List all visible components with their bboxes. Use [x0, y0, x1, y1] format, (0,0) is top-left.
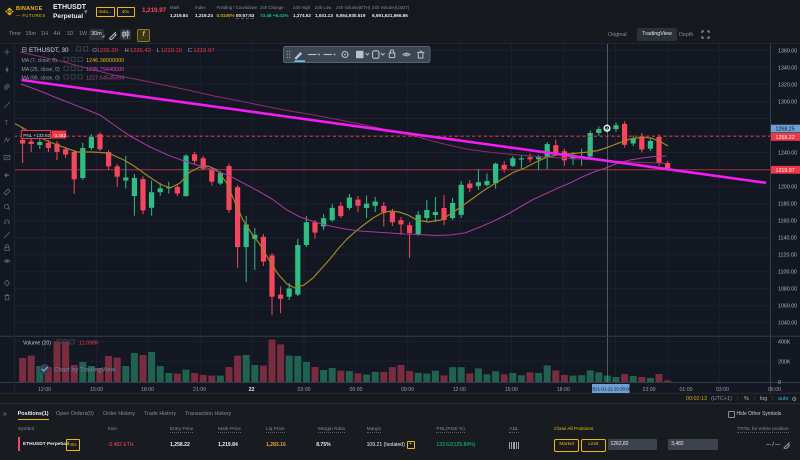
svg-text:1120.00: 1120.00 [778, 253, 797, 259]
svg-text:Volume (20): Volume (20) [23, 341, 51, 347]
svg-text:03:00: 03:00 [298, 387, 311, 393]
svg-text:1219.97: 1219.97 [193, 48, 214, 54]
svg-text:L: L [157, 48, 161, 54]
svg-text:⊟: ⊟ [22, 47, 28, 54]
svg-text:1219.97: 1219.97 [776, 168, 795, 174]
svg-text:C: C [188, 48, 193, 54]
svg-text:1100.00: 1100.00 [778, 270, 797, 276]
svg-text:1226.42: 1226.42 [130, 48, 151, 54]
svg-text:400K: 400K [778, 339, 791, 345]
svg-text:200K: 200K [778, 359, 791, 365]
svg-text:1219.10: 1219.10 [161, 48, 183, 54]
svg-text:06:00: 06:00 [350, 387, 363, 393]
svg-text:12:00: 12:00 [38, 387, 51, 393]
svg-text:|: | [772, 396, 773, 402]
svg-text:1226.30: 1226.30 [97, 48, 119, 54]
svg-text:⚙: ⚙ [792, 396, 797, 403]
svg-text:01:00: 01:00 [680, 387, 693, 393]
svg-text:1235.79440000: 1235.79440000 [86, 67, 124, 73]
svg-text:1040.00: 1040.00 [778, 321, 797, 327]
svg-text:1140.00: 1140.00 [778, 236, 797, 242]
svg-text:00:02:13: 00:02:13 [686, 396, 707, 402]
svg-text:%: % [744, 396, 749, 402]
svg-text:H: H [125, 48, 129, 54]
svg-text:auto: auto [778, 396, 789, 402]
svg-text:1080.00: 1080.00 [778, 287, 797, 293]
svg-text:MA (25, close, 0): MA (25, close, 0) [22, 67, 61, 73]
svg-text:03:00: 03:00 [716, 387, 729, 393]
svg-text:0: 0 [778, 380, 781, 386]
svg-text:1240.00: 1240.00 [778, 151, 797, 157]
svg-text:1060.00: 1060.00 [778, 304, 797, 310]
svg-text:Chart by TradingView: Chart by TradingView [54, 367, 116, 373]
svg-text:MA (7, close, 0): MA (7, close, 0) [22, 58, 58, 64]
svg-text:1180.00: 1180.00 [778, 202, 797, 208]
svg-text:15:00: 15:00 [505, 387, 518, 393]
svg-text:1268.25: 1268.25 [776, 127, 795, 133]
svg-text:1300.00: 1300.00 [778, 100, 797, 106]
svg-text:PNL +133.62: PNL +133.62 [23, 133, 50, 138]
svg-text:1246.38000000: 1246.38000000 [86, 58, 124, 64]
svg-text:O: O [92, 48, 97, 54]
svg-text:|: | [737, 396, 738, 402]
svg-text:18:00: 18:00 [141, 387, 154, 393]
svg-text:21:00: 21:00 [193, 387, 206, 393]
svg-text:22: 22 [249, 387, 255, 393]
svg-text:ETHUSDT, 30: ETHUSDT, 30 [29, 47, 69, 54]
svg-text:1340.00: 1340.00 [778, 65, 797, 71]
svg-text:12:00: 12:00 [453, 387, 466, 393]
svg-text:1227.64535354: 1227.64535354 [86, 76, 124, 82]
svg-text:11.098K: 11.098K [79, 341, 99, 347]
svg-text:(UTC+1): (UTC+1) [711, 396, 732, 402]
svg-text:09:00: 09:00 [401, 387, 414, 393]
svg-text:1360.00: 1360.00 [778, 48, 797, 54]
svg-text:1258.22: 1258.22 [776, 135, 795, 141]
svg-text:1200.00: 1200.00 [778, 185, 797, 191]
svg-text:log: log [760, 396, 767, 402]
svg-text:1320.00: 1320.00 [778, 82, 797, 88]
svg-text:|: | [754, 396, 755, 402]
svg-text:MA (99, close, 0): MA (99, close, 0) [22, 76, 61, 82]
svg-text:15:00: 15:00 [90, 387, 103, 393]
svg-text:2021-01-22 20:30:00: 2021-01-22 20:30:00 [590, 387, 631, 392]
svg-text:18:00: 18:00 [557, 387, 570, 393]
svg-text:-3.482: -3.482 [53, 133, 66, 138]
svg-text:1160.00: 1160.00 [778, 219, 797, 225]
svg-text:23:00: 23:00 [643, 387, 656, 393]
svg-text:06:00: 06:00 [768, 387, 781, 393]
svg-text:T: T [4, 120, 8, 127]
